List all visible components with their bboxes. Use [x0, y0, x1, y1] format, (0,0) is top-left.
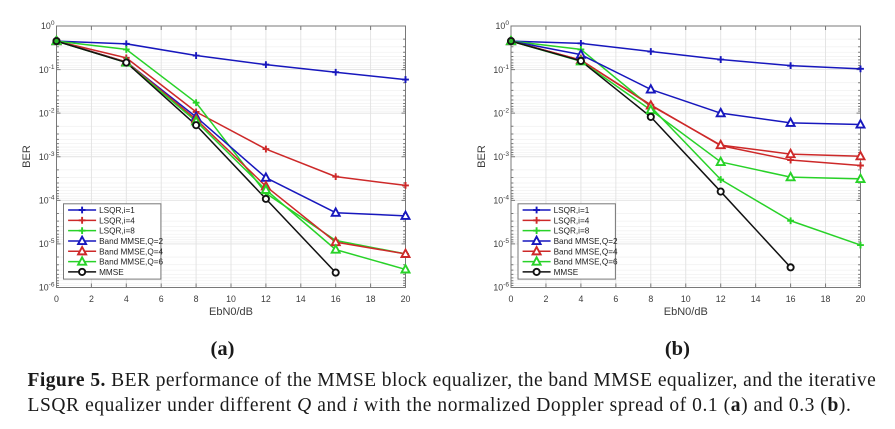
svg-text:4: 4 — [124, 294, 129, 304]
svg-text:10: 10 — [681, 294, 691, 304]
svg-text:10-5: 10-5 — [493, 238, 509, 249]
svg-text:(b): (b) — [665, 338, 690, 360]
svg-text:10-2: 10-2 — [493, 107, 509, 118]
svg-text:8: 8 — [194, 294, 199, 304]
svg-text:10-6: 10-6 — [39, 282, 55, 293]
svg-text:10-2: 10-2 — [39, 107, 55, 118]
svg-text:10-1: 10-1 — [39, 64, 55, 75]
svg-text:6: 6 — [613, 294, 618, 304]
svg-text:Band MMSE,Q=6: Band MMSE,Q=6 — [554, 258, 618, 267]
svg-text:4: 4 — [578, 294, 583, 304]
svg-text:Band MMSE,Q=2: Band MMSE,Q=2 — [554, 237, 618, 246]
svg-text:14: 14 — [751, 294, 761, 304]
svg-text:MMSE: MMSE — [99, 268, 124, 277]
svg-text:BER: BER — [21, 145, 33, 168]
svg-text:14: 14 — [296, 294, 306, 304]
svg-text:6: 6 — [159, 294, 164, 304]
svg-text:10-6: 10-6 — [493, 282, 509, 293]
svg-text:10-4: 10-4 — [493, 195, 509, 206]
svg-text:Band MMSE,Q=6: Band MMSE,Q=6 — [99, 258, 163, 267]
svg-text:LSQR,i=8: LSQR,i=8 — [554, 227, 590, 236]
svg-text:2: 2 — [89, 294, 94, 304]
svg-text:16: 16 — [331, 294, 341, 304]
svg-text:LSQR,i=1: LSQR,i=1 — [554, 206, 590, 215]
svg-text:Band MMSE,Q=2: Band MMSE,Q=2 — [99, 237, 163, 246]
svg-text:10-3: 10-3 — [39, 151, 55, 162]
svg-text:LSQR,i=4: LSQR,i=4 — [554, 216, 590, 225]
svg-text:100: 100 — [496, 20, 510, 31]
svg-text:8: 8 — [648, 294, 653, 304]
svg-text:10-1: 10-1 — [493, 64, 509, 75]
svg-text:10: 10 — [226, 294, 236, 304]
svg-text:12: 12 — [261, 294, 271, 304]
svg-text:10-3: 10-3 — [493, 151, 509, 162]
svg-text:LSQR,i=4: LSQR,i=4 — [99, 216, 135, 225]
svg-text:Band MMSE,Q=4: Band MMSE,Q=4 — [554, 247, 618, 256]
svg-text:10-4: 10-4 — [39, 195, 55, 206]
svg-text:20: 20 — [401, 294, 411, 304]
svg-text:LSQR,i=1: LSQR,i=1 — [99, 206, 135, 215]
svg-text:LSQR,i=8: LSQR,i=8 — [99, 227, 135, 236]
svg-text:2: 2 — [543, 294, 548, 304]
svg-text:18: 18 — [821, 294, 831, 304]
svg-text:0: 0 — [54, 294, 59, 304]
svg-text:20: 20 — [856, 294, 866, 304]
svg-text:16: 16 — [786, 294, 796, 304]
svg-text:BER: BER — [476, 145, 488, 168]
svg-text:0: 0 — [509, 294, 514, 304]
svg-text:EbN0/dB: EbN0/dB — [664, 306, 708, 318]
svg-text:18: 18 — [366, 294, 376, 304]
svg-text:10-5: 10-5 — [39, 238, 55, 249]
svg-text:MMSE: MMSE — [554, 268, 579, 277]
svg-text:(a): (a) — [211, 338, 235, 360]
svg-text:12: 12 — [716, 294, 726, 304]
svg-text:Band MMSE,Q=4: Band MMSE,Q=4 — [99, 247, 163, 256]
svg-text:100: 100 — [41, 20, 55, 31]
svg-text:EbN0/dB: EbN0/dB — [209, 306, 253, 318]
